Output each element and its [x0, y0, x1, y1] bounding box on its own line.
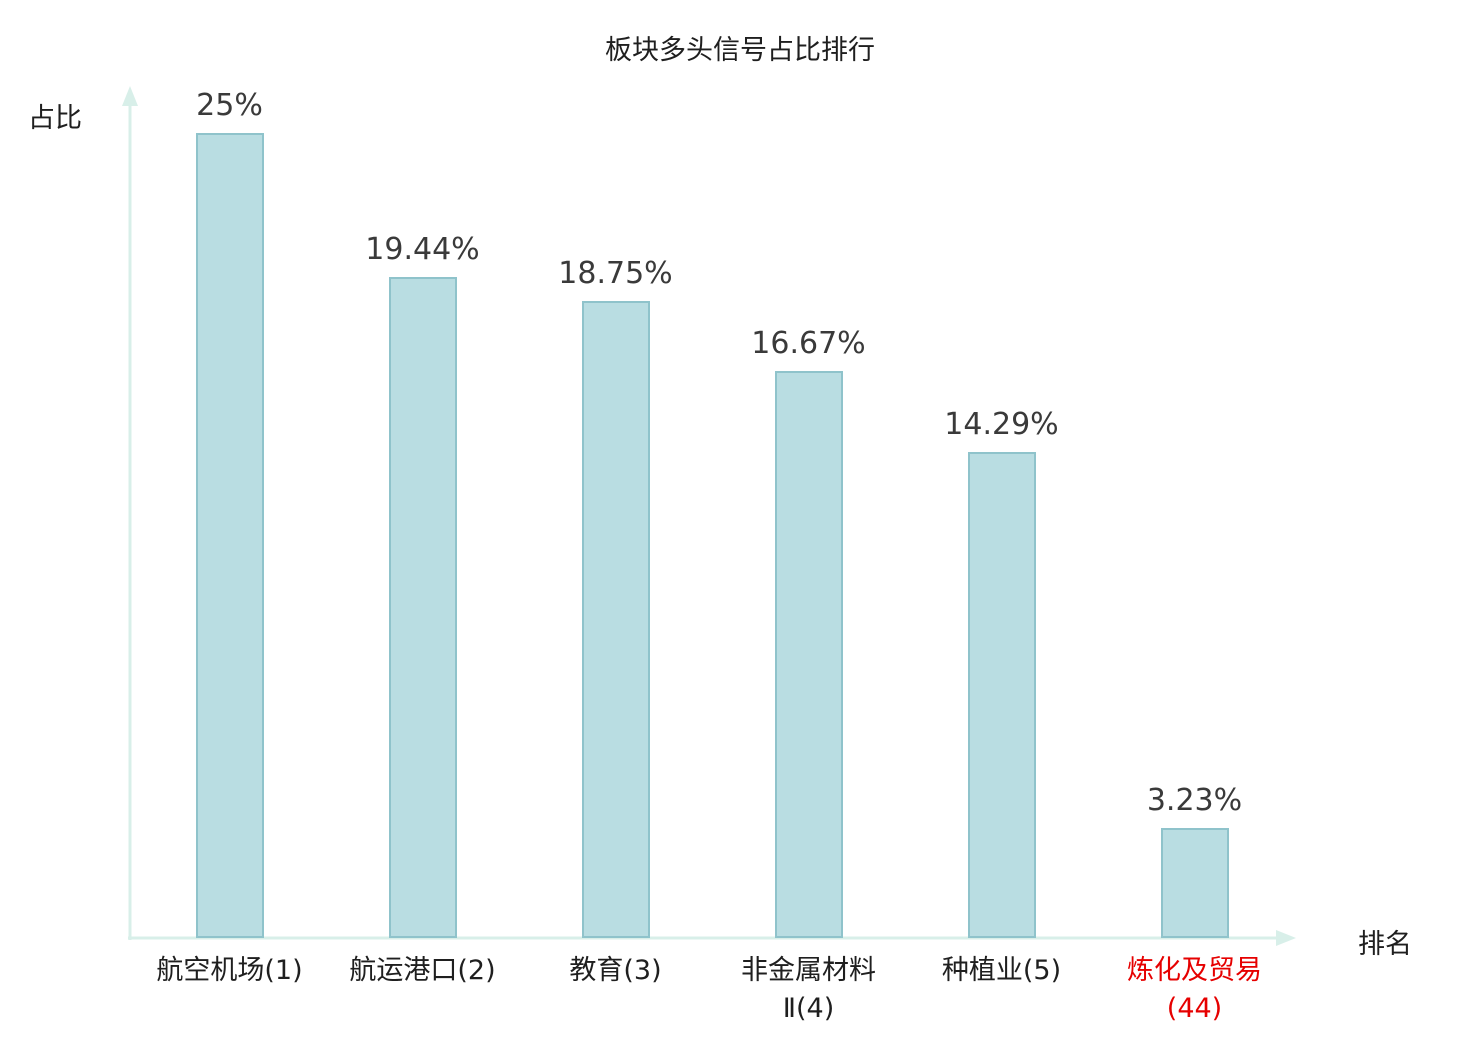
- bar-value-label: 14.29%: [944, 407, 1059, 443]
- category-label-highlighted: 炼化及贸易(44): [1127, 955, 1262, 1024]
- bar-value-label: 25%: [196, 88, 263, 123]
- category-label: 种植业(5): [941, 955, 1062, 986]
- bar: [774, 371, 843, 938]
- y-axis-label: 占比: [28, 103, 82, 134]
- bar-column: 19.44%: [326, 88, 519, 938]
- bar-column: 14.29%: [905, 88, 1098, 938]
- bar: [195, 133, 264, 938]
- x-axis-arrow-icon: [1276, 930, 1296, 946]
- bar-column: 18.75%: [519, 88, 712, 938]
- category-labels-row: 航空机场(1) 航运港口(2) 教育(3) 非金属材料Ⅱ(4) 种植业(5) 炼化及贸易(…: [133, 952, 1291, 1028]
- chart-title: 板块多头信号占比排行: [605, 35, 875, 66]
- bar-column: 3.23%: [1098, 88, 1291, 938]
- bar: [1160, 828, 1229, 938]
- x-axis-line: [128, 930, 1296, 946]
- x-axis-label: 排名: [1358, 929, 1412, 960]
- bars-area: 25% 19.44% 18.75% 16.67% 14.29% 3.23%: [133, 88, 1291, 938]
- bar: [581, 300, 650, 938]
- category-label: 航运港口(2): [349, 955, 496, 986]
- bar-value-label: 3.23%: [1146, 783, 1243, 819]
- bar-value-label: 19.44%: [365, 232, 480, 267]
- bar: [388, 277, 457, 938]
- bar-column: 25%: [133, 88, 326, 938]
- y-axis-line: [122, 86, 138, 940]
- category-label: 教育(3): [569, 955, 662, 986]
- bar-column: 16.67%: [712, 88, 905, 938]
- bar: [967, 452, 1036, 938]
- bar-value-label: 18.75%: [558, 255, 673, 291]
- bar-value-label: 16.67%: [751, 326, 866, 362]
- category-label: 非金属材料Ⅱ(4): [741, 955, 876, 1024]
- y-axis-arrow-icon: [122, 86, 138, 106]
- category-label: 航空机场(1): [156, 955, 303, 986]
